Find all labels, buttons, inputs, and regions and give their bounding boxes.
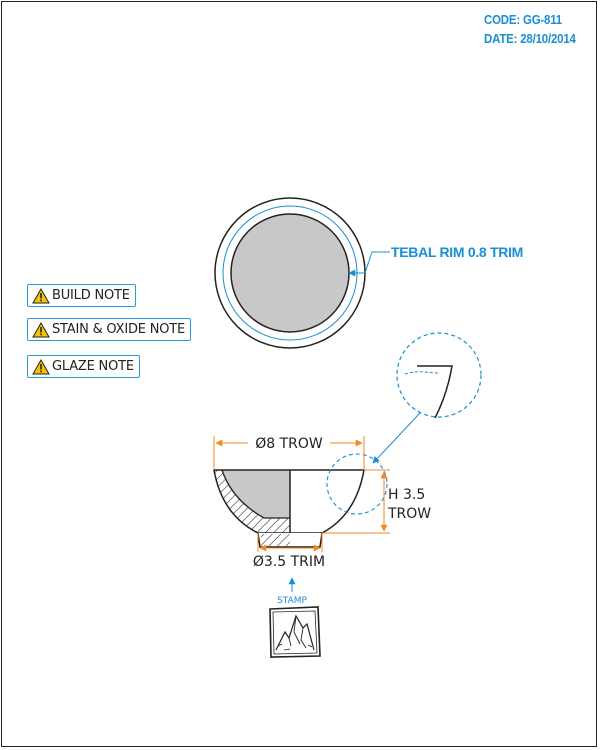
side-view-interior: [222, 470, 290, 518]
title-block: CODE: GG-811 DATE: 28/10/2014: [484, 10, 588, 48]
stamp-mountain-detail: [288, 615, 307, 649]
drawing-date: DATE: 28/10/2014: [483, 31, 576, 46]
stamp-texture: [277, 643, 313, 651]
top-view: TEBAL RIM 0.8 TRIM: [214, 197, 523, 349]
top-diameter-label: Ø8 TROW: [255, 436, 323, 452]
product-code: CODE: GG-811: [483, 12, 562, 27]
height-label-value: H 3.5: [388, 487, 425, 503]
top-diameter-label-bg: [248, 434, 330, 452]
top-diameter-dimension: Ø8 TROW: [213, 434, 365, 470]
stamp-inner-frame: [272, 610, 318, 655]
warning-icon: [32, 287, 50, 303]
stamp-mark: [269, 606, 321, 658]
stamp-label: STAMP: [277, 596, 307, 606]
rim-callout-label: TEBAL RIM 0.8 TRIM: [391, 244, 523, 260]
foot-diameter-dimension: Ø3.5 TRIM: [253, 533, 325, 570]
detail-view-boundary: [396, 332, 482, 418]
detail-rim-profile: [417, 365, 453, 419]
foot-diameter-label: Ø3.5 TRIM: [253, 554, 325, 570]
side-view-foot-section: [261, 534, 290, 546]
stamp-frame: [269, 606, 321, 658]
build-note-button[interactable]: BUILD NOTE: [27, 284, 136, 307]
detail-reference-arrow: [372, 412, 421, 464]
glaze-note-label: GLAZE NOTE: [52, 359, 134, 374]
height-label-unit: TROW: [387, 506, 431, 522]
glaze-note-button[interactable]: GLAZE NOTE: [27, 355, 140, 378]
stamp-callout: STAMP: [277, 577, 307, 606]
side-view-detail-marker: [326, 453, 388, 515]
build-note-label: BUILD NOTE: [52, 288, 130, 303]
warning-icon: [32, 321, 50, 337]
warning-icon: [32, 358, 50, 374]
rim-detail-view: [372, 332, 482, 464]
stain-oxide-note-button[interactable]: STAIN & OXIDE NOTE: [27, 318, 192, 341]
side-view-inner-profile: [221, 469, 290, 519]
detail-glaze-line: [404, 371, 441, 375]
stain-oxide-note-label: STAIN & OXIDE NOTE: [52, 322, 186, 337]
top-view-bowl-interior: [230, 213, 350, 333]
height-dimension: H 3.5 TROW: [322, 469, 431, 534]
side-view-wall-section: [214, 470, 290, 533]
rim-callout-leader: [364, 251, 373, 274]
